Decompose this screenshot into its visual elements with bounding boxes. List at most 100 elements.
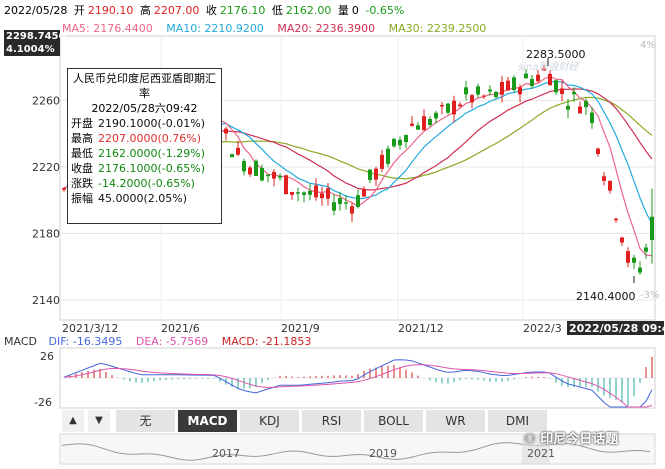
overview-range-handle[interactable]: [522, 434, 550, 464]
candle-body: [422, 116, 426, 131]
scroll-up-button[interactable]: ▲: [62, 410, 84, 432]
candle-body: [626, 251, 630, 263]
macd-dea: DEA: -5.7569: [135, 335, 209, 348]
candle-body: [386, 148, 390, 164]
candle-body: [446, 103, 450, 113]
candle-body: [278, 175, 282, 178]
tooltip-key: 最高: [71, 132, 93, 145]
macd-lines: [63, 359, 653, 408]
ma30-legend: MA30: 2239.2500: [388, 22, 487, 35]
candle-body: [614, 218, 618, 221]
candle-body: [260, 167, 264, 181]
overview-year-1: 2017: [212, 447, 240, 460]
candle-body: [632, 257, 636, 263]
candle-body: [530, 78, 534, 87]
candle-body: [62, 188, 66, 190]
tab-kdj[interactable]: KDJ: [240, 410, 302, 432]
tab-rsi[interactable]: RSI: [302, 410, 364, 432]
candle-body: [470, 95, 474, 103]
right-axis-bottom: -3%: [640, 290, 659, 301]
candle-body: [482, 95, 486, 97]
x-tick-label: 2021/12: [398, 322, 444, 335]
candle-body: [236, 147, 240, 155]
y-tick-label: 2220: [32, 161, 60, 174]
macd-value: MACD: -21.1853: [221, 335, 312, 348]
candle-body: [368, 169, 372, 180]
y-tick-label: 2260: [32, 94, 60, 107]
tooltip-key: 开盘: [71, 117, 93, 130]
candle-body: [296, 192, 300, 194]
candle-body: [224, 128, 228, 134]
indicator-tabs: 无 MACD KDJ RSI BOLL WR DMI: [116, 410, 550, 432]
header-change: -0.65%: [365, 4, 405, 17]
price-tag-pct: 4.1004%: [4, 43, 60, 56]
macd-dif-line: [63, 359, 653, 408]
y-axis: 2140 2180 2220 2260: [32, 94, 60, 307]
y-tick-label: 2180: [32, 228, 60, 241]
watermark: sina新浪财经: [518, 61, 579, 73]
tab-macd[interactable]: MACD: [178, 410, 240, 432]
candle-body: [350, 206, 354, 214]
tab-无[interactable]: 无: [116, 410, 178, 432]
ma-legend: MA5: 2176.4400 MA10: 2210.9200 MA20: 223…: [62, 20, 489, 38]
min-annotation: 2140.4000: [576, 290, 636, 303]
overview-panel[interactable]: [59, 433, 656, 465]
candle-body: [512, 77, 516, 91]
crosshair-time-bg: [567, 321, 664, 335]
candle-body: [548, 73, 552, 86]
candle-body: [584, 101, 588, 108]
tooltip-key: 涨跌: [71, 177, 93, 190]
header-volume: 0: [351, 4, 359, 17]
tooltip-key: 收盘: [71, 162, 93, 175]
ma20-legend: MA20: 2236.3900: [277, 22, 376, 35]
candle-body: [314, 185, 318, 198]
tab-wr[interactable]: WR: [426, 410, 488, 432]
macd-title: MACD: [4, 335, 37, 348]
tooltip-value: 45.0000(2.05%): [98, 192, 188, 205]
ohlc-tooltip: 人民币兑印度尼西亚盾即期汇率 2022/05/28六09:42 开盘 2190.1…: [67, 68, 222, 224]
candle-body: [566, 105, 570, 110]
y-tick-label: 2140: [32, 294, 60, 307]
crosshair-time-label: 2022/05/28 09:42: [569, 322, 665, 335]
candle-body: [608, 180, 612, 191]
candle-body: [560, 88, 564, 94]
price-tag-value: 2298.7456: [4, 30, 66, 43]
x-tick-label: 2021/6: [161, 322, 200, 335]
header-close: 2176.10: [219, 4, 266, 17]
candle-body: [440, 105, 444, 107]
tab-boll[interactable]: BOLL: [364, 410, 426, 432]
macd-y-top: 26: [40, 350, 54, 363]
candle-body: [458, 104, 462, 107]
candle-body: [452, 100, 456, 115]
candle-body: [596, 148, 600, 155]
tab-dmi[interactable]: DMI: [488, 410, 550, 432]
scroll-down-button[interactable]: ▼: [88, 410, 110, 432]
right-axis-top: 4%: [640, 40, 656, 51]
candle-body: [248, 167, 252, 175]
candle-body: [230, 154, 234, 158]
candle-body: [392, 138, 396, 147]
candle-body: [428, 118, 432, 125]
candle-body: [464, 87, 468, 95]
main-panel-frame: [59, 35, 656, 321]
macd-dea-line: [63, 364, 653, 408]
candle-body: [344, 202, 348, 204]
candle-body: [266, 174, 270, 177]
candle-body: [356, 195, 360, 207]
candle-body: [374, 168, 378, 180]
tooltip-row: 收盘 2176.1000(-0.65%): [71, 161, 218, 176]
tooltip-row: 最高 2207.0000(0.76%): [71, 131, 218, 146]
header-low: 2162.00: [285, 4, 332, 17]
wechat-icon: ⚇: [524, 432, 536, 447]
candle-body: [410, 123, 414, 126]
x-tick-label: 2021/9: [281, 322, 320, 335]
candle-body: [476, 86, 480, 95]
candle-body: [488, 89, 492, 92]
tooltip-datetime: 2022/05/28六09:42: [91, 102, 198, 115]
tooltip-key: 最低: [71, 147, 93, 160]
candle-body: [320, 193, 324, 199]
candle-body: [620, 237, 624, 243]
ma10-legend: MA10: 2210.9200: [166, 22, 264, 35]
